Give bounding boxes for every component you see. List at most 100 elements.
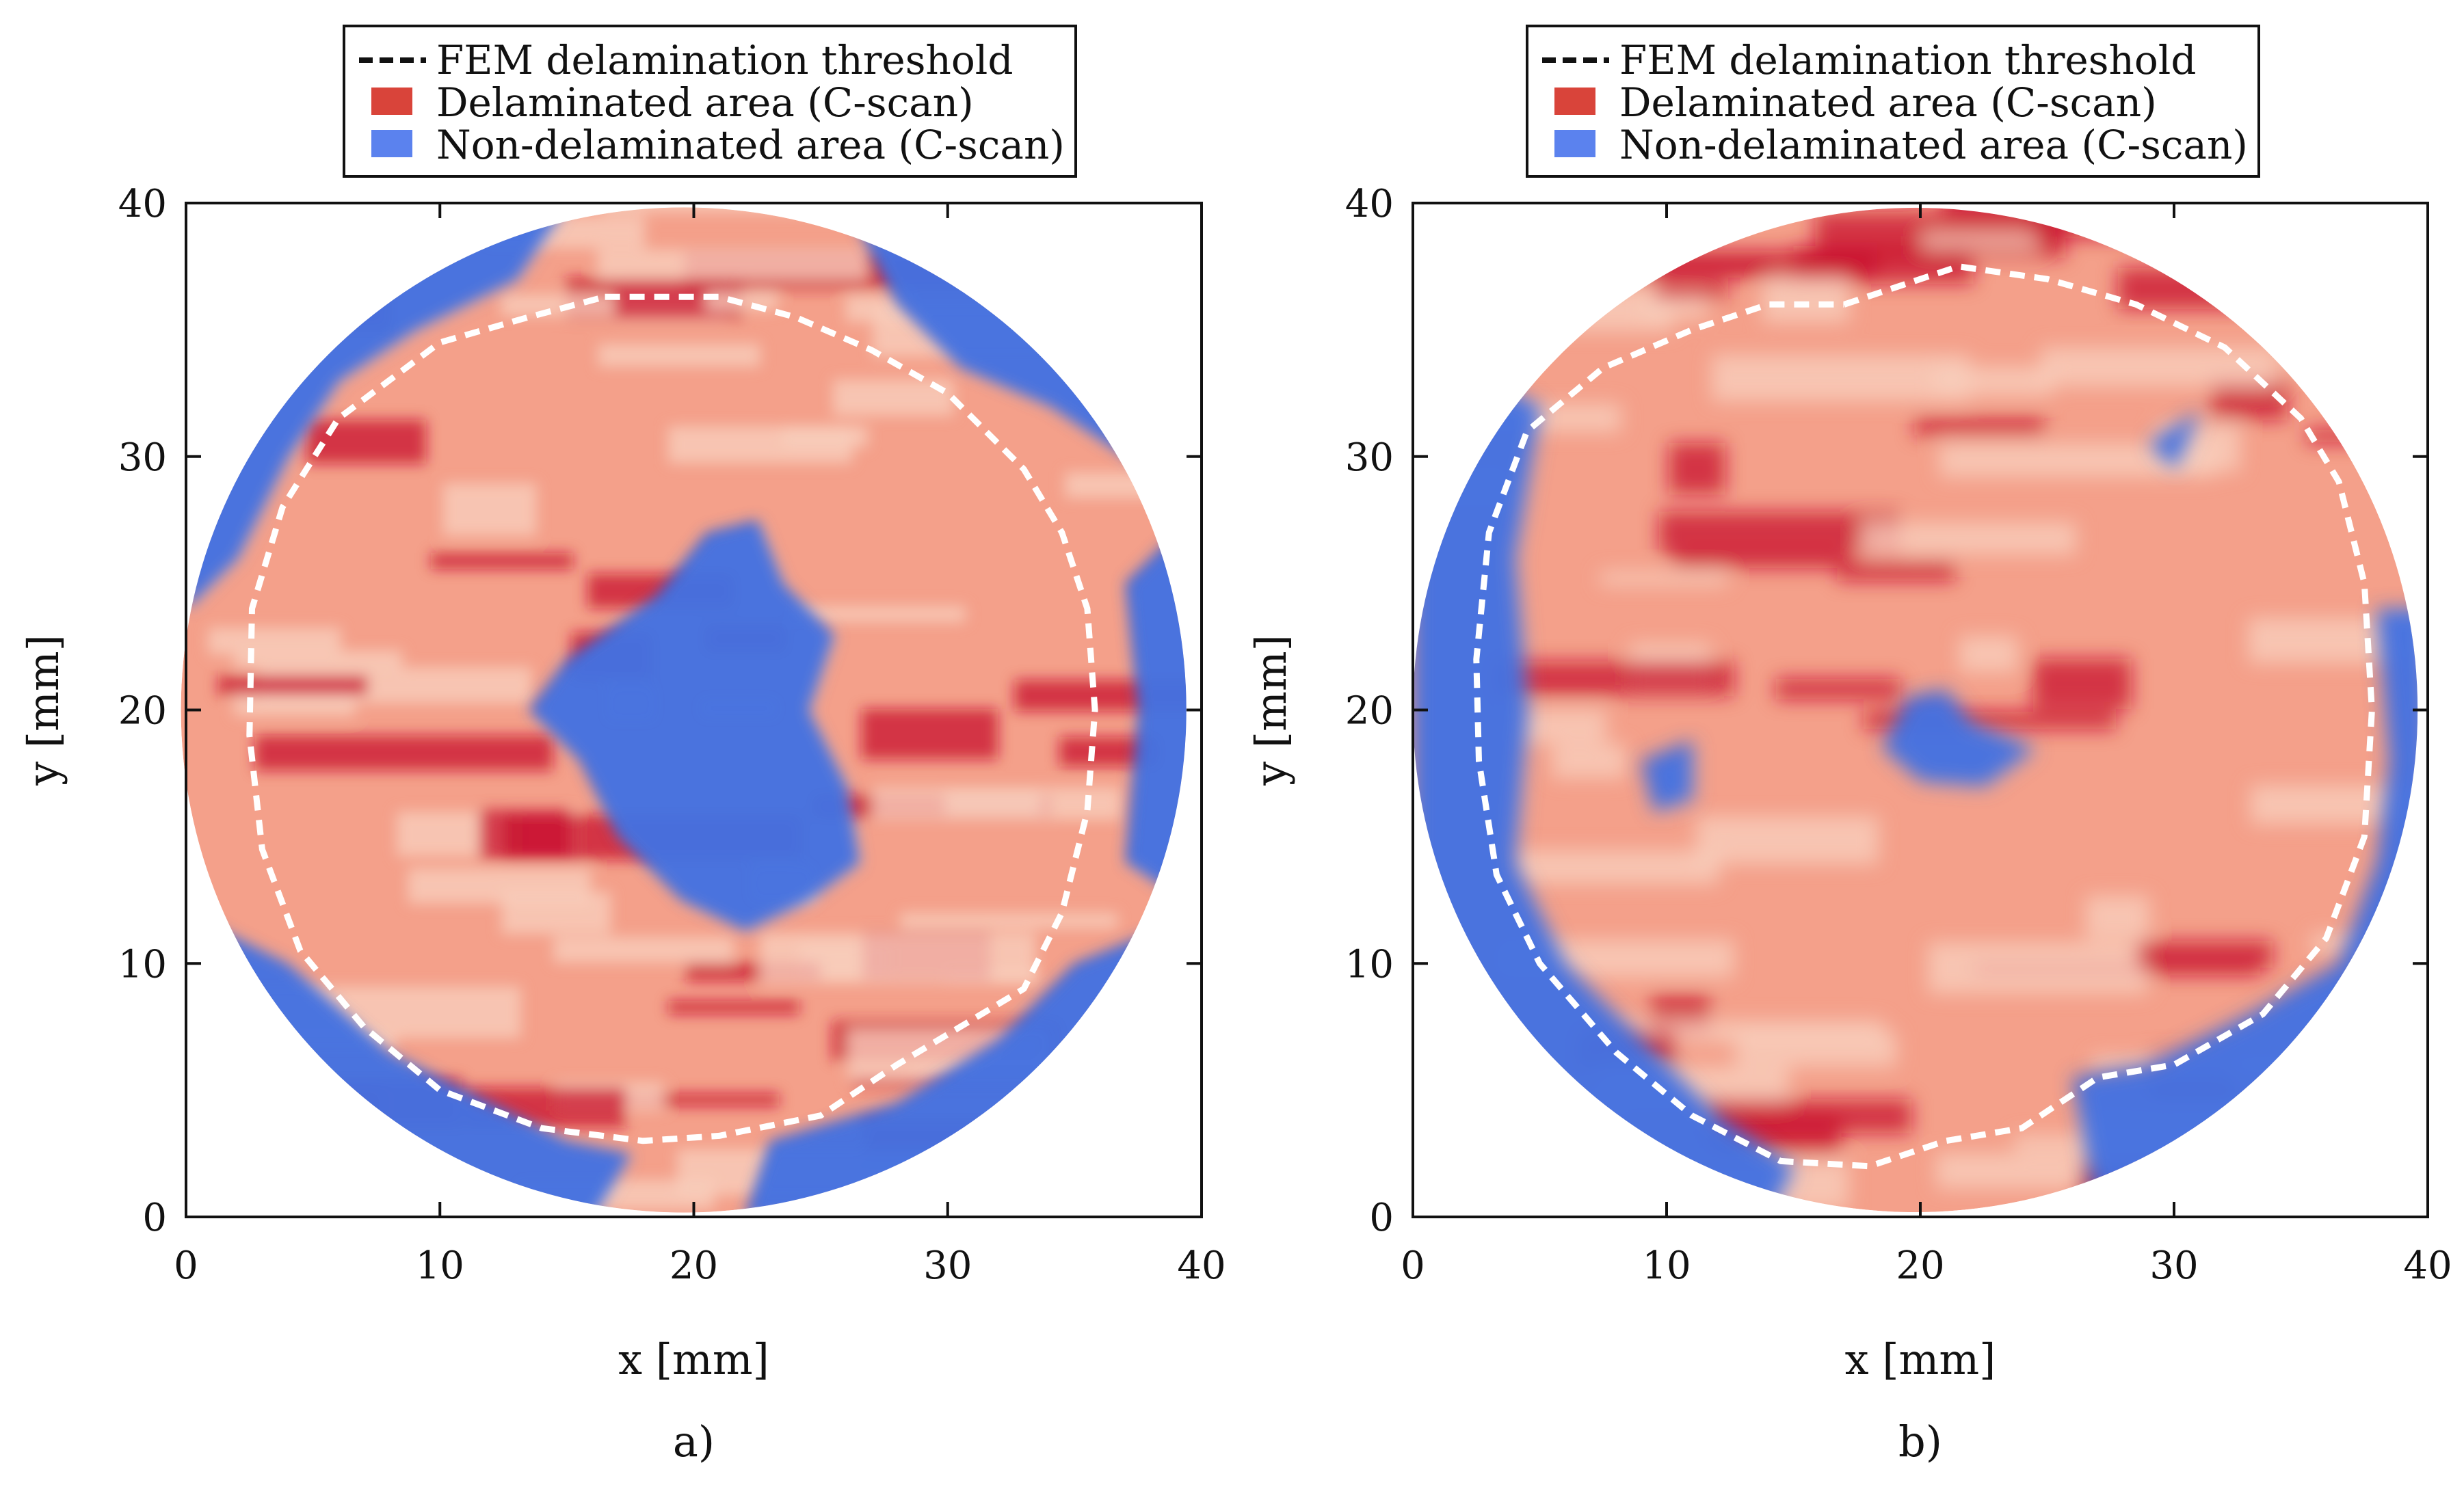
y-tick-label: 40 (1345, 182, 1394, 226)
legend-blue-swatch (371, 130, 412, 157)
delamination-streak-pale (2248, 617, 2418, 663)
delamination-streak-dark (2026, 219, 2232, 239)
cscan-map (181, 207, 1187, 1213)
legend-entry-label: Non-delaminated area (C-scan) (1619, 122, 2248, 168)
legend-entry-label: Delaminated area (C-scan) (436, 79, 974, 126)
delamination-streak-pale (1420, 215, 1691, 230)
x-axis-label: x [mm] (1845, 1335, 1996, 1384)
y-axis-label: y [mm] (18, 634, 68, 786)
panel-label: b) (1898, 1417, 1942, 1466)
delamination-streak-pale (1511, 850, 1719, 885)
delamination-streak-dark (431, 552, 573, 569)
delamination-streak-pale (2250, 785, 2418, 824)
y-tick-label: 40 (118, 182, 167, 226)
legend-entry-label: FEM delamination threshold (436, 37, 1013, 83)
delamination-streak-dark (1655, 282, 1727, 299)
delamination-streak-pale (1711, 354, 1970, 402)
delamination-streak-pale (2174, 1129, 2304, 1178)
delamination-streak-dark (668, 1000, 799, 1015)
delamination-streak-pale (2308, 1013, 2418, 1055)
x-tick-label: 10 (416, 1244, 464, 1288)
legend-red-swatch (1554, 88, 1595, 115)
x-tick-label: 20 (1896, 1244, 1944, 1288)
legend-entry-label: FEM delamination threshold (1619, 37, 2196, 83)
delamination-streak-pale (788, 207, 879, 213)
y-tick-label: 0 (142, 1196, 167, 1240)
delamination-streak-pale (1762, 274, 1849, 323)
fem-threshold-outline (1473, 263, 2375, 1170)
delamination-streak-pale (602, 207, 875, 213)
delamination-streak-pale (597, 249, 868, 280)
y-tick-label: 0 (1369, 1196, 1394, 1240)
legend-red-swatch (371, 88, 412, 115)
delamination-streak-pale (1933, 366, 2053, 397)
delamination-streak-dark (1837, 560, 1955, 581)
delamination-streak-pale (760, 933, 1036, 984)
y-tick-label: 20 (118, 689, 167, 734)
delamination-streak-pale (408, 868, 592, 904)
x-axis-label: x [mm] (618, 1335, 769, 1384)
legend-blue-swatch (1554, 130, 1595, 157)
y-axis-label: y [mm] (1246, 634, 1296, 786)
x-tick-label: 0 (174, 1244, 198, 1288)
delamination-streak-pale (1959, 635, 2018, 673)
delamination-streak-pale (1922, 233, 2037, 249)
y-tick-label: 30 (118, 435, 167, 480)
cscan-map (1413, 207, 2418, 1213)
panel-b: 0 10 20 30 40 0 10 20 30 40 x [mm] y [mm] b) FEM dela… (1246, 25, 2452, 1466)
delamination-streak-dark (2306, 428, 2418, 444)
delamination-streak-dark (2032, 658, 2132, 709)
delamination-streak-dark (2081, 1169, 2333, 1213)
non-delaminated-region-highlight (2152, 414, 2204, 472)
delamination-streak-pale (1935, 1153, 2089, 1189)
non-delaminated-region-highlight (1645, 743, 1697, 814)
delamination-streak-dark (1659, 511, 1900, 554)
legend-box (343, 25, 1077, 178)
delamination-streak-pale (1552, 744, 1627, 779)
legend-box (1526, 25, 2260, 178)
x-tick-label: 40 (2403, 1244, 2452, 1288)
delamination-streak-pale (248, 1108, 347, 1134)
x-tick-label: 20 (670, 1244, 718, 1288)
delamination-streak-pale (442, 483, 537, 536)
delamination-streak-dark (1673, 552, 1846, 568)
non-delaminated-region-highlight (1129, 509, 1187, 916)
delamination-streak-pale (1696, 816, 1879, 865)
delamination-streak-dark (2118, 267, 2417, 310)
non-delaminated-region-highlight (533, 522, 863, 934)
delamination-streak-pale (2320, 342, 2389, 377)
delamination-streak-dark (1706, 1099, 1911, 1134)
x-tick-label: 10 (1642, 1244, 1691, 1288)
delamination-streak-pale (2311, 933, 2418, 954)
delamination-streak-pale (944, 789, 1042, 816)
delamination-streak-pale (2085, 896, 2150, 939)
non-delaminated-region-highlight (1886, 692, 2039, 789)
panel-label: a) (673, 1417, 715, 1466)
delamination-streak-pale (1449, 287, 1673, 332)
delamination-streak-pale (900, 913, 1118, 929)
delamination-streak-dark (861, 708, 998, 760)
x-tick-label: 30 (2149, 1244, 2198, 1288)
y-tick-label: 30 (1345, 435, 1394, 480)
fem-threshold-outline (246, 293, 1098, 1144)
panel-a: 0 10 20 30 40 0 10 20 30 40 x [mm] y [mm] a) FEM dela… (18, 25, 1226, 1466)
y-tick-label: 20 (1345, 689, 1394, 734)
delamination-streak-dark (1014, 680, 1187, 712)
x-tick-label: 30 (923, 1244, 972, 1288)
y-tick-label: 10 (118, 942, 167, 987)
delamination-streak-dark (2229, 293, 2418, 307)
delamination-streak-dark (254, 735, 553, 771)
delamination-streak-pale (1862, 522, 2077, 555)
delamination-streak-dark (1669, 442, 1725, 494)
delamination-streak-pale (1600, 571, 1728, 586)
delamination-streak-dark (1914, 417, 2045, 436)
delamination-streak-pale (1927, 942, 2149, 994)
delamination-streak-dark (1496, 661, 1734, 696)
legend-entry-label: Delaminated area (C-scan) (1619, 79, 2157, 126)
x-tick-label: 0 (1401, 1244, 1425, 1288)
delamination-streak-pale (234, 649, 403, 669)
x-tick-label: 40 (1177, 1244, 1226, 1288)
delamination-streak-dark (2137, 941, 2273, 968)
